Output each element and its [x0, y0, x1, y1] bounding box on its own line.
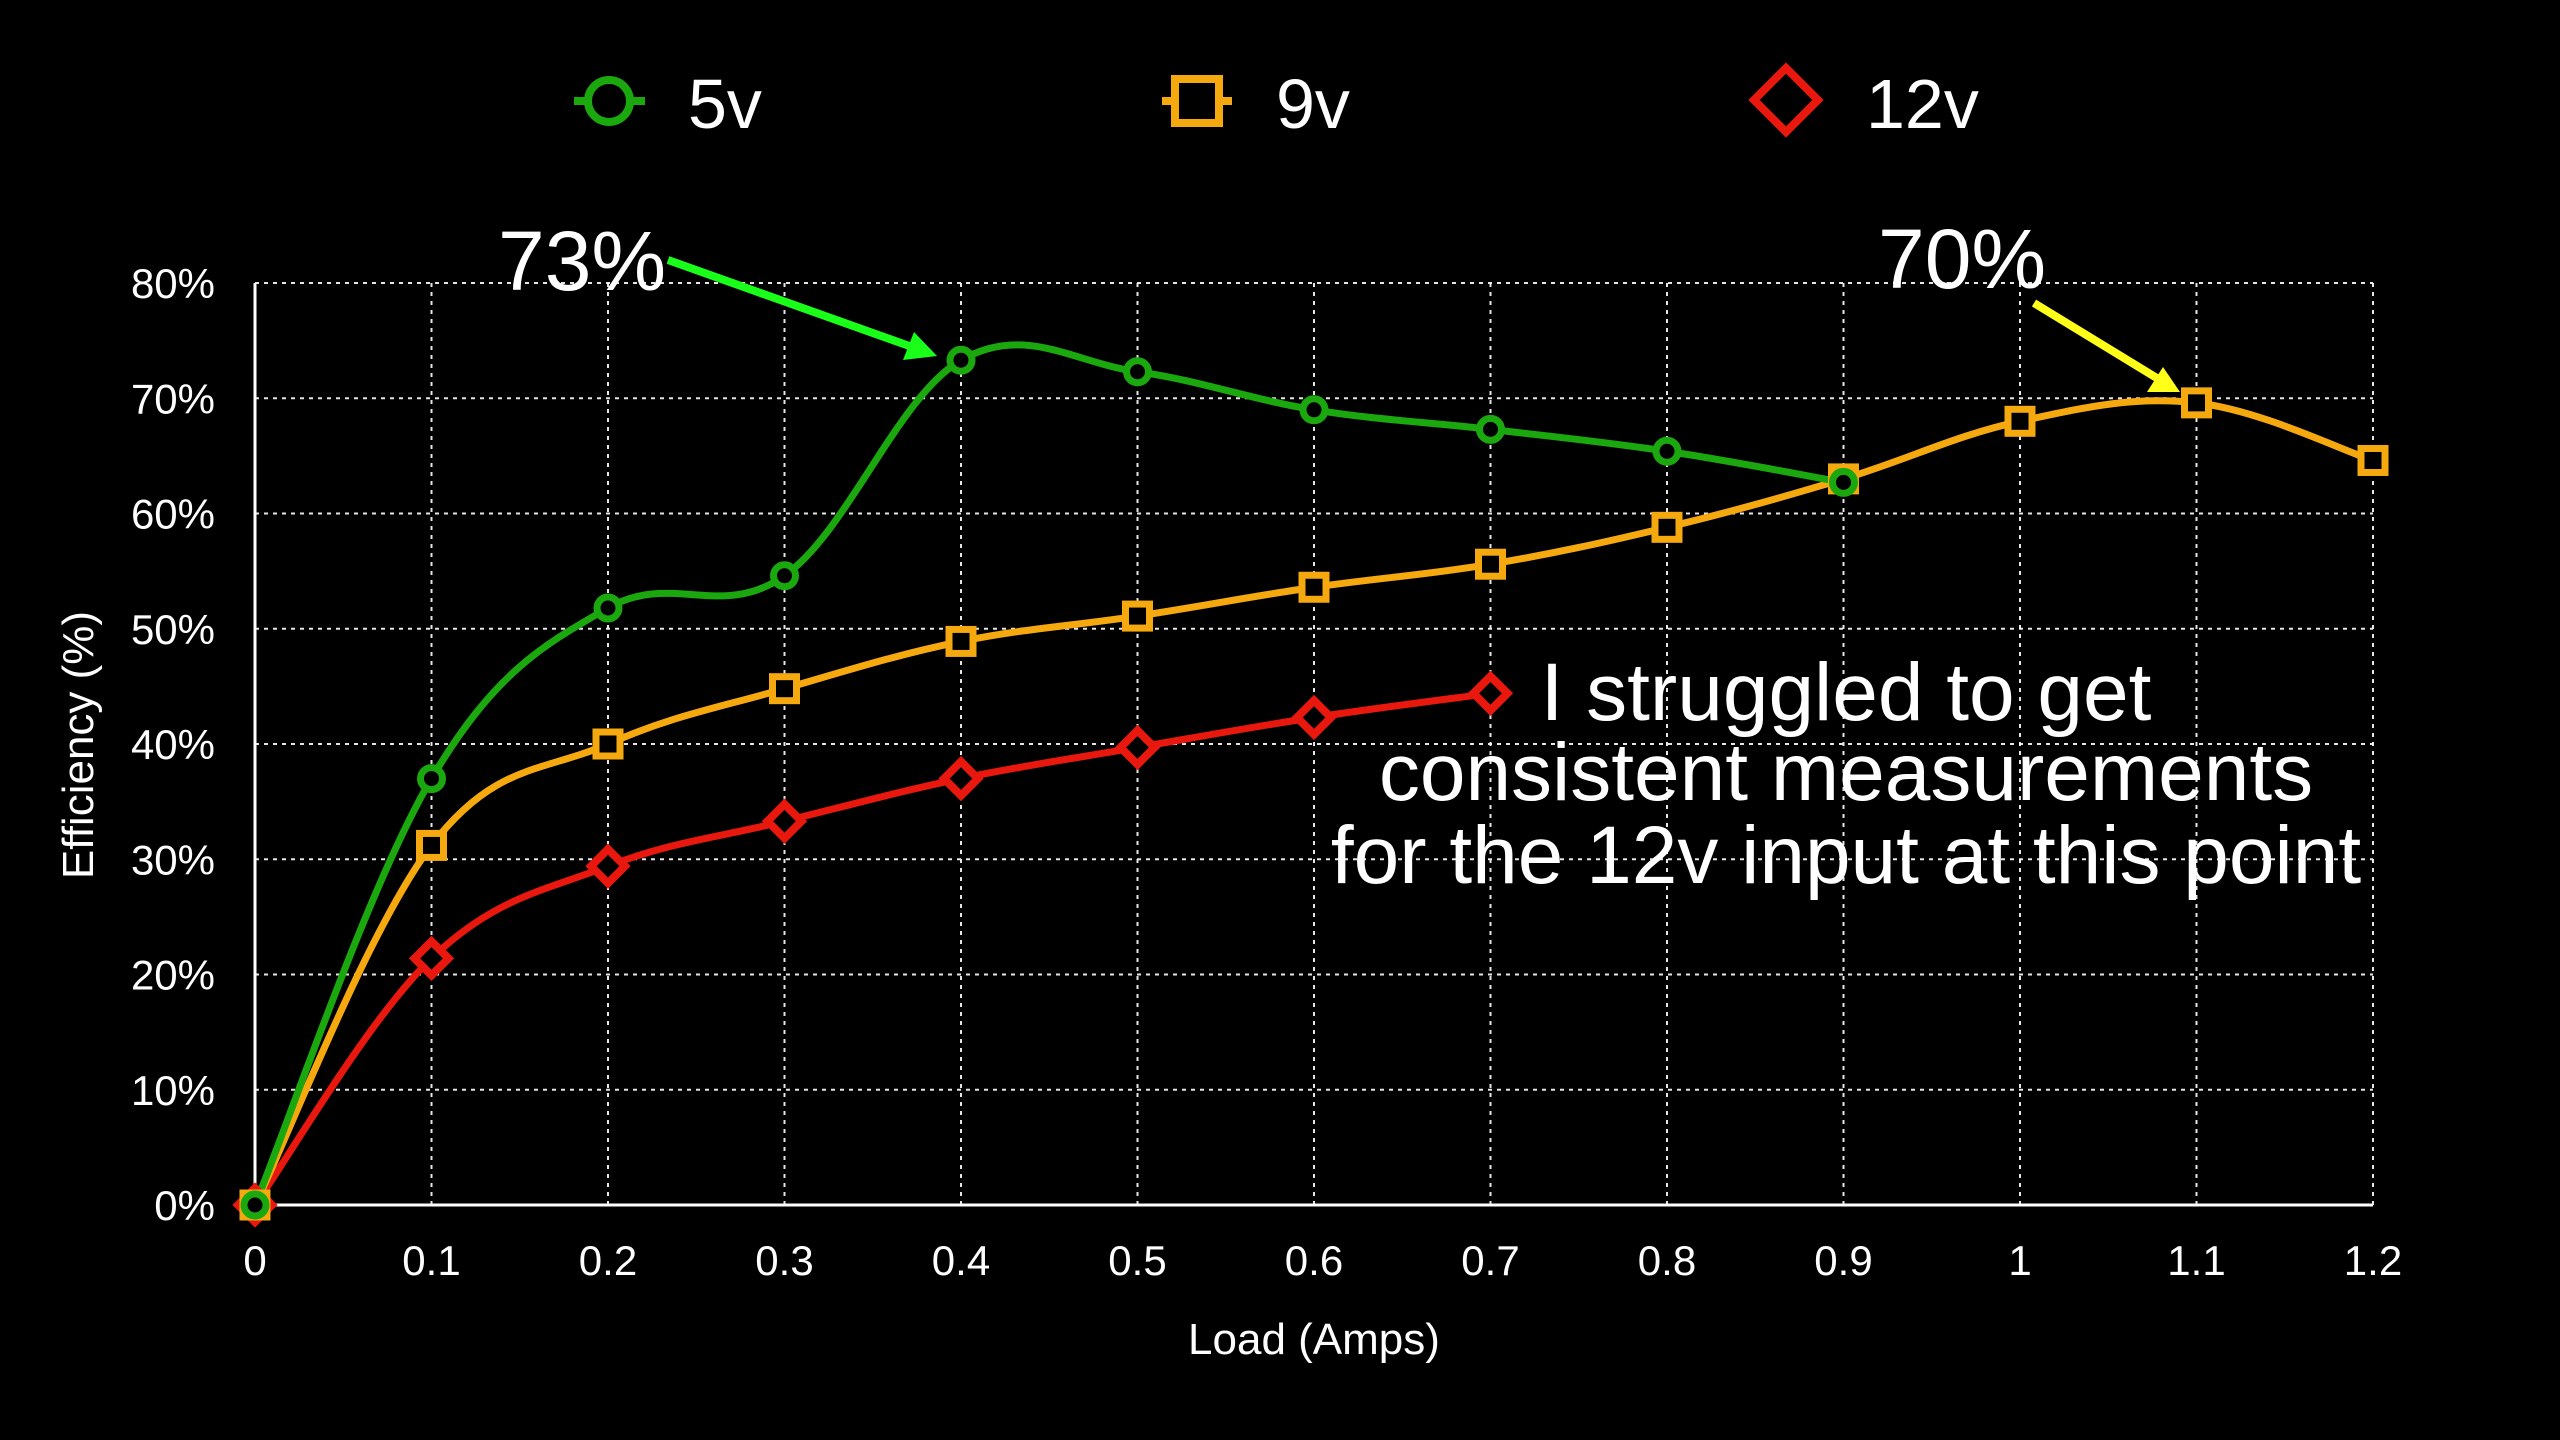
annotation-label: 70%: [1878, 212, 2046, 306]
y-tick-label: 40%: [131, 721, 215, 768]
legend-item-5v: 5v: [574, 65, 762, 143]
diamond-marker-icon: [1748, 62, 1824, 138]
circle-marker-icon: [1299, 395, 1329, 425]
x-tick-label: 0.7: [1461, 1237, 1519, 1284]
circle-marker-icon: [593, 593, 623, 623]
x-tick-label: 1: [2008, 1237, 2031, 1284]
y-tick-label: 20%: [131, 952, 215, 999]
circle-marker-icon: [240, 1190, 270, 1220]
diamond-marker-icon: [408, 935, 455, 982]
diamond-marker-icon: [585, 843, 631, 889]
legend-item-12v: 12v: [1748, 62, 1979, 143]
circle-marker-icon: [770, 561, 799, 591]
annotation-70: 70%: [1878, 212, 2180, 392]
square-marker-icon: [2357, 444, 2389, 476]
note-line-1: I struggled to get: [1541, 647, 2152, 738]
legend-label: 12v: [1866, 65, 1979, 143]
circle-marker-icon: [946, 345, 976, 375]
y-tick-label: 0%: [154, 1182, 215, 1229]
x-tick-label: 0.3: [755, 1237, 813, 1284]
legend: 5v 9v 12v: [574, 62, 1979, 143]
x-tick-label: 1.1: [2167, 1237, 2225, 1284]
x-tick-label: 0: [243, 1237, 266, 1284]
x-tick-label: 0.6: [1285, 1237, 1343, 1284]
x-tick-labels: 0 0.1 0.2 0.3 0.4 0.5 0.6 0.7 0.8 0.9 1 1.1 1.2: [243, 1237, 2402, 1284]
y-tick-label: 50%: [131, 606, 215, 653]
y-tick-label: 60%: [131, 491, 215, 538]
y-tick-label: 70%: [131, 375, 215, 422]
circle-marker-icon: [584, 76, 634, 126]
arrow-head-icon: [903, 332, 937, 360]
square-marker-icon: [1651, 511, 1683, 543]
diamond-marker-icon: [1467, 670, 1514, 716]
y-tick-label: 10%: [131, 1067, 215, 1114]
arrow-head-icon: [2147, 367, 2180, 392]
x-tick-label: 0.9: [1814, 1237, 1872, 1284]
x-tick-label: 0.8: [1638, 1237, 1696, 1284]
square-marker-icon: [1475, 548, 1506, 580]
y-tick-labels: 0% 10% 20% 30% 40% 50% 60% 70% 80%: [131, 260, 215, 1229]
arrow-line: [666, 256, 917, 352]
square-marker-icon: [592, 728, 624, 760]
y-tick-label: 30%: [131, 836, 215, 883]
series-markers: [232, 345, 2389, 1228]
x-tick-label: 0.5: [1108, 1237, 1166, 1284]
circle-marker-icon: [1476, 414, 1505, 444]
square-marker-icon: [1122, 600, 1153, 632]
diamond-marker-icon: [938, 755, 984, 802]
axes: [253, 283, 2373, 1207]
annotation-label: 73%: [498, 214, 666, 308]
y-axis-label: Efficiency (%): [54, 611, 103, 879]
x-tick-label: 1.2: [2344, 1237, 2402, 1284]
square-marker-icon: [2181, 387, 2212, 419]
square-marker-icon: [945, 625, 977, 657]
square-marker-icon: [2004, 405, 2036, 437]
diamond-marker-icon: [1114, 724, 1161, 771]
legend-item-9v: 9v: [1162, 65, 1350, 143]
square-marker-icon: [416, 829, 447, 861]
x-tick-label: 0.2: [579, 1237, 637, 1284]
annotation-73: 73%: [498, 214, 937, 360]
arrow-line: [2031, 299, 2163, 384]
annotation-12v-note: I struggled to get consistent measuremen…: [1331, 647, 2361, 901]
legend-label: 9v: [1276, 65, 1350, 143]
y-tick-label: 80%: [131, 260, 215, 307]
circle-marker-icon: [1652, 436, 1682, 466]
x-tick-label: 0.1: [402, 1237, 460, 1284]
x-tick-label: 0.4: [932, 1237, 990, 1284]
legend-label: 5v: [688, 65, 762, 143]
note-line-2: consistent measurements: [1379, 727, 2313, 818]
circle-marker-icon: [417, 764, 446, 794]
square-marker-icon: [769, 673, 800, 705]
square-marker-icon: [1171, 75, 1223, 127]
diamond-marker-icon: [1291, 694, 1337, 741]
circle-marker-icon: [1123, 357, 1152, 387]
note-line-3: for the 12v input at this point: [1331, 810, 2361, 901]
square-marker-icon: [1298, 571, 1330, 603]
diamond-marker-icon: [761, 798, 808, 844]
x-axis-label: Load (Amps): [1188, 1315, 1440, 1364]
circle-marker-icon: [1829, 467, 1858, 497]
